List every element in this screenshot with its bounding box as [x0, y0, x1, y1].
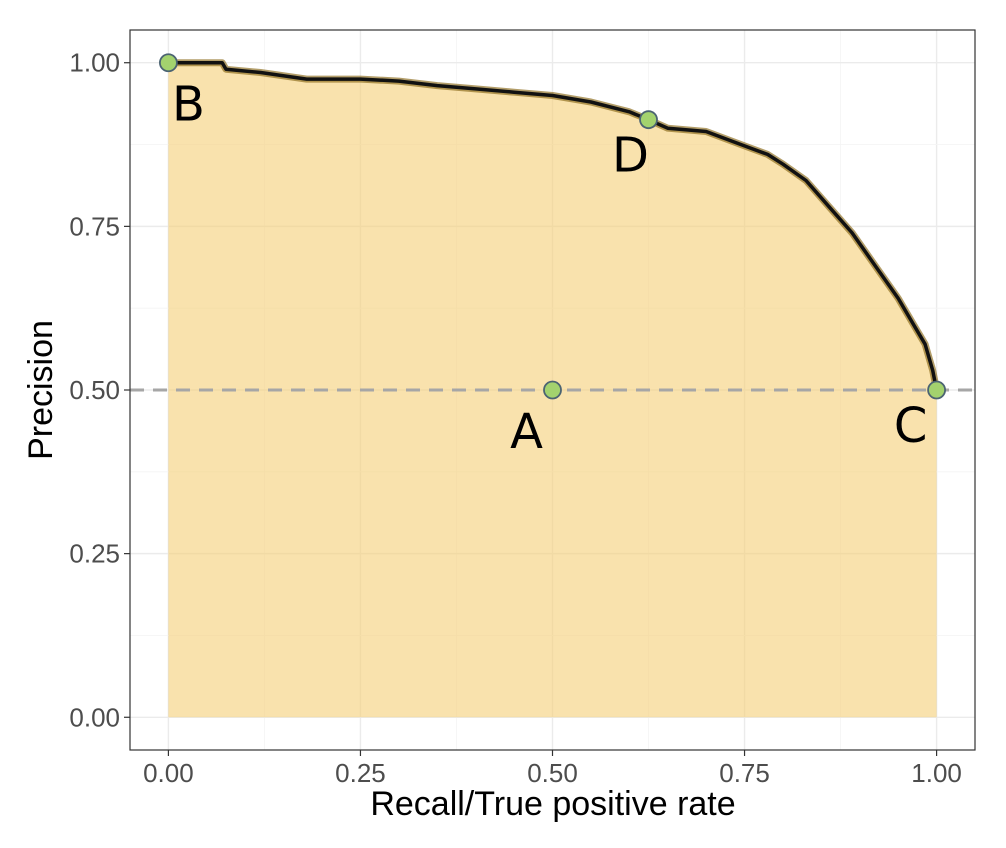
- y-tick-label: 1.00: [69, 48, 120, 78]
- y-axis-title: Precision: [22, 320, 60, 460]
- y-tick-label: 0.75: [69, 211, 120, 241]
- point-a-marker: [543, 380, 562, 400]
- point-d-label: D: [612, 128, 649, 184]
- point-b-marker: [159, 53, 178, 73]
- point-d-marker: [639, 110, 658, 130]
- axis-layer: 0.00 0.25 0.50 0.75 1.00 0.00 0.25 0.50 0.75 1.00: [69, 29, 976, 788]
- x-tick-label: 1.00: [911, 758, 962, 788]
- point-a-label: A: [510, 404, 543, 460]
- point-labels-layer: A B C D: [172, 77, 927, 460]
- x-axis-title: Recall/True positive rate: [370, 785, 735, 823]
- point-b-label: B: [172, 77, 205, 133]
- y-tick-label: 0.50: [69, 375, 120, 405]
- y-tick-label: 0.00: [69, 702, 120, 732]
- points-layer: [159, 53, 946, 400]
- x-tick-label: 0.00: [143, 758, 194, 788]
- point-c-label: C: [894, 398, 928, 454]
- point-c-marker: [927, 380, 946, 400]
- x-tick-label: 0.75: [719, 758, 770, 788]
- y-tick-label: 0.25: [69, 539, 120, 569]
- x-tick-label: 0.50: [527, 758, 578, 788]
- x-tick-label: 0.25: [335, 758, 386, 788]
